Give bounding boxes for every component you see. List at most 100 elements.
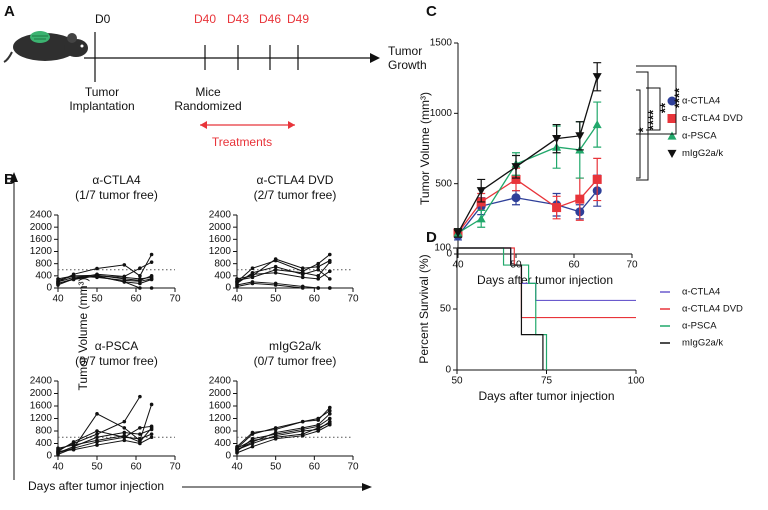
data-point	[328, 260, 332, 264]
y-tick-label: 100	[434, 243, 451, 254]
data-point	[300, 270, 305, 275]
axis-title: Days after tumor injection	[28, 479, 164, 493]
significance-bracket	[646, 87, 661, 131]
x-tick-label: 70	[347, 462, 359, 473]
data-point	[316, 264, 321, 269]
y-tick-label: 2000	[30, 222, 53, 233]
data-point	[138, 274, 142, 278]
data-point	[273, 270, 278, 275]
day-label: D46	[259, 12, 281, 26]
data-point	[138, 286, 142, 290]
data-point	[71, 277, 76, 282]
y-tick-label: 2400	[209, 210, 232, 221]
y-tick-label: 1200	[30, 413, 53, 424]
data-point	[328, 269, 332, 274]
y-tick-label: 1600	[209, 401, 232, 412]
data-point	[235, 451, 239, 455]
y-tick-label: 800	[35, 258, 52, 269]
data-point	[56, 277, 60, 281]
data-point	[95, 440, 99, 444]
survival-curve	[457, 247, 544, 370]
timeline-label: Randomized	[174, 99, 241, 113]
timeline	[84, 53, 380, 129]
data-point	[138, 441, 142, 446]
data-point	[300, 419, 305, 424]
data-point	[273, 257, 278, 261]
x-tick-label: 50	[270, 294, 282, 305]
y-tick-label: 1200	[209, 246, 232, 257]
data-point	[235, 446, 239, 450]
y-axis-title: Percent Survival (%)	[417, 254, 431, 363]
x-tick-label: 70	[347, 294, 359, 305]
day-label: D40	[194, 12, 216, 26]
data-point	[122, 438, 127, 443]
y-tick-label: 0	[46, 283, 52, 294]
chart-subtitle: (1/7 tumor free)	[75, 188, 158, 202]
data-point	[95, 443, 99, 447]
axis-arrow	[362, 483, 372, 491]
y-tick-label: 400	[214, 270, 231, 281]
data-point	[149, 432, 154, 436]
data-point	[122, 435, 127, 440]
x-tick-label: 40	[52, 294, 64, 305]
data-point	[71, 443, 76, 447]
y-tick-label: 1600	[209, 234, 232, 245]
timeline-label: Implantation	[69, 99, 134, 113]
timeline-label: Growth	[388, 58, 427, 72]
data-point	[95, 266, 99, 271]
significance-bracket	[636, 71, 649, 181]
data-point	[300, 275, 305, 280]
timeline-label: Tumor	[85, 85, 119, 99]
x-tick-label: 100	[628, 376, 645, 387]
y-tick-label: 2000	[209, 388, 232, 399]
x-tick-label: 70	[626, 260, 638, 271]
y-tick-label: 1500	[430, 38, 453, 49]
y-tick-label: 0	[225, 283, 231, 294]
y-tick-label: 400	[214, 438, 231, 449]
x-tick-label: 40	[52, 462, 64, 473]
timeline-label: Treatments	[212, 135, 272, 149]
x-tick-label: 60	[309, 462, 321, 473]
chart-subtitle: (0/7 tumor free)	[254, 354, 337, 368]
y-tick-label: 400	[35, 438, 52, 449]
data-point	[250, 444, 255, 449]
series-line	[457, 76, 598, 234]
marker	[667, 131, 677, 140]
marker	[667, 114, 677, 123]
data-point	[138, 266, 142, 271]
data-point	[273, 283, 278, 287]
marker	[575, 194, 585, 204]
data-point	[71, 447, 76, 452]
series-line	[236, 270, 331, 283]
marker	[592, 174, 602, 184]
data-point	[122, 275, 127, 280]
data-point	[316, 429, 321, 433]
series-line	[236, 254, 331, 283]
data-point	[273, 267, 278, 272]
panel-label: A	[4, 3, 15, 20]
series-line	[57, 254, 153, 283]
x-tick-label: 60	[130, 462, 142, 473]
day-label: D43	[227, 12, 249, 26]
x-axis-title: Days after tumor injection	[478, 389, 614, 403]
marker	[592, 73, 602, 82]
data-point	[250, 275, 255, 280]
data-point	[316, 277, 321, 281]
series-line	[236, 418, 331, 452]
y-tick-label: 800	[214, 426, 231, 437]
data-point	[316, 416, 321, 421]
data-point	[56, 281, 60, 286]
marker	[511, 174, 521, 184]
x-tick-label: 50	[270, 462, 282, 473]
y-tick-label: 2000	[209, 222, 232, 233]
data-point	[95, 432, 99, 436]
data-point	[149, 260, 154, 264]
y-tick-label: 0	[225, 451, 231, 462]
legend-label: α-CTLA4	[682, 96, 720, 107]
data-point	[250, 430, 255, 435]
legend-label: mIgG2a/k	[682, 148, 723, 159]
panel-label: C	[426, 3, 437, 20]
y-tick-label: 1200	[30, 246, 53, 257]
chart-title: mIgG2a/k	[269, 339, 322, 353]
